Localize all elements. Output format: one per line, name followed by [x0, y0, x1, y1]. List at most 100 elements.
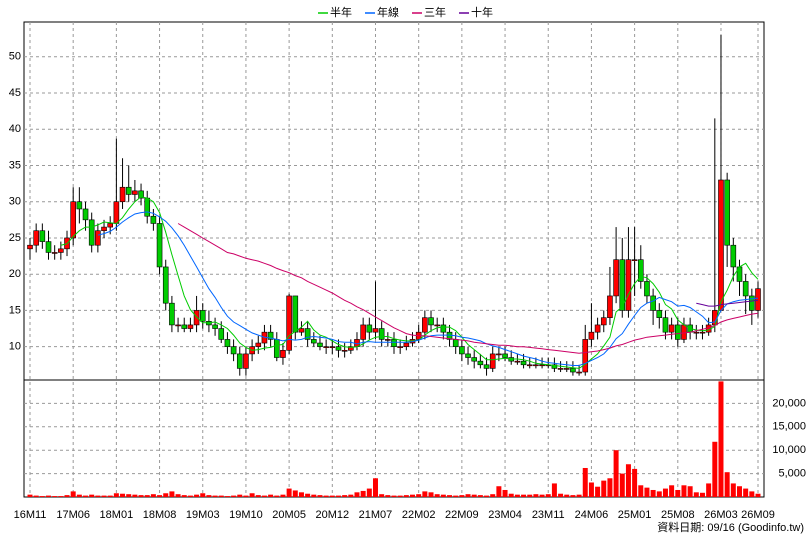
candle-body	[323, 346, 329, 348]
candle-body	[175, 324, 181, 327]
candle-body	[218, 328, 225, 340]
candle-body	[582, 339, 589, 373]
volume-bar	[434, 494, 440, 497]
candle-body	[496, 353, 502, 356]
volume-bar	[187, 495, 193, 497]
volume-bar	[348, 494, 354, 497]
volume-tick-label: 5,000	[778, 468, 806, 480]
x-tick-label: 17M06	[56, 509, 90, 521]
candle-body	[51, 252, 58, 254]
candle-body	[650, 295, 656, 311]
volume-bar	[298, 492, 304, 497]
candle-body	[378, 328, 385, 340]
candle-body	[82, 208, 89, 221]
volume-bar	[323, 495, 329, 497]
volume-bar	[46, 495, 52, 497]
volume-bar	[447, 495, 453, 497]
volume-bar	[576, 494, 582, 497]
volume-bar	[163, 493, 169, 497]
volume-bar	[144, 495, 150, 497]
volume-bar	[724, 472, 730, 497]
legend-label: 三年	[424, 5, 446, 19]
volume-bar	[410, 494, 416, 497]
candle-body	[101, 226, 107, 232]
volume-bar	[255, 495, 261, 497]
volume-bar	[329, 495, 335, 497]
volume-bar	[342, 495, 348, 497]
volume-tick-label: 20,000	[772, 397, 806, 409]
y-tick-label: 15	[9, 304, 21, 316]
x-tick-label: 20M12	[315, 509, 349, 521]
candle-body	[212, 324, 218, 329]
volume-bar	[638, 485, 644, 497]
volume-bar	[533, 494, 539, 497]
volume-bar	[662, 488, 668, 497]
volume-bar	[496, 486, 502, 497]
x-tick-label: 25M01	[618, 509, 652, 521]
volume-bar	[687, 486, 693, 497]
volume-bar	[490, 494, 496, 497]
x-tick-label: 16M11	[14, 509, 47, 521]
candle-body	[107, 223, 114, 228]
candle-body	[255, 342, 262, 347]
volume-bar	[268, 494, 274, 497]
candle-body	[76, 201, 83, 210]
candle-body	[132, 190, 138, 195]
volume-bar	[601, 480, 607, 497]
volume-bar	[706, 483, 712, 497]
volume-bar	[317, 495, 323, 497]
volume-bar	[428, 492, 434, 497]
candle-body	[156, 223, 163, 268]
x-tick-label: 22M02	[402, 509, 436, 521]
volume-bar	[249, 493, 255, 497]
volume-bar	[699, 492, 705, 497]
candle-body	[607, 295, 613, 318]
legend-label: 年線	[377, 5, 399, 19]
candle-body	[193, 310, 200, 326]
candle-body	[267, 331, 274, 340]
candle-body	[483, 364, 490, 369]
candle-body	[631, 259, 638, 262]
candle-body	[162, 266, 169, 304]
candle-body	[169, 302, 175, 326]
ma-line	[696, 299, 759, 307]
x-tick-label: 19M03	[186, 509, 220, 521]
y-tick-label: 50	[9, 51, 21, 63]
candle-body	[539, 364, 545, 367]
x-tick-label: 20M05	[272, 509, 306, 521]
candle-body	[335, 346, 342, 351]
volume-bar	[712, 441, 718, 497]
volume-bar	[607, 478, 613, 497]
candle-body	[674, 324, 681, 340]
volume-bar	[453, 495, 459, 497]
volume-bar	[311, 494, 317, 497]
candle-body	[224, 339, 231, 347]
volume-bar	[477, 495, 483, 497]
x-tick-label: 26M03	[704, 509, 738, 521]
volume-bar	[218, 495, 224, 497]
candle-body	[138, 190, 144, 199]
candle-body	[125, 186, 132, 195]
candle-body	[199, 310, 206, 322]
y-tick-label: 45	[9, 87, 21, 99]
volume-bar	[89, 494, 95, 497]
volume-bar	[619, 473, 625, 497]
candle-body	[613, 259, 619, 297]
volume-bar	[231, 495, 237, 497]
source-note: 資料日期: 09/16 (Goodinfo.tw)	[657, 520, 804, 534]
candle-body	[465, 353, 471, 358]
x-tick-label: 23M11	[532, 509, 565, 521]
volume-bar	[354, 492, 360, 497]
volume-bar	[502, 489, 508, 497]
candle-body	[144, 197, 151, 217]
candle-body	[693, 331, 700, 334]
candle-body	[150, 215, 157, 224]
volume-bar	[120, 493, 126, 497]
ma-line	[97, 211, 759, 366]
x-tick-label: 19M10	[229, 509, 263, 521]
volume-bar	[150, 494, 156, 497]
candle-body	[181, 324, 188, 329]
candle-body	[360, 324, 366, 340]
volume-bar	[465, 494, 471, 497]
